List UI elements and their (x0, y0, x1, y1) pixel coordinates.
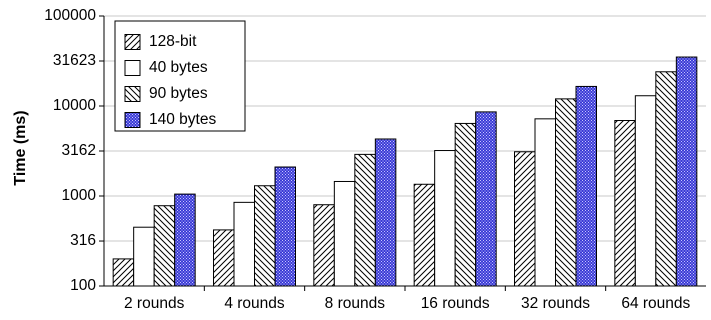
y-axis-ticks: 100 316 1000 3162 10000 31623 100000 (44, 7, 104, 294)
x-tick-label: 2 rounds (124, 295, 185, 312)
bar (354, 153, 376, 287)
x-tick-label: 8 rounds (325, 295, 386, 312)
legend-swatch (124, 60, 141, 76)
legend-label: 128-bit (149, 33, 197, 50)
legend-label: 90 bytes (149, 85, 208, 102)
bar (675, 56, 698, 287)
bar (233, 201, 255, 287)
y-tick-label: 31623 (53, 52, 96, 69)
bar (514, 151, 536, 287)
y-tick-label: 100000 (44, 7, 96, 24)
legend-swatch (124, 86, 141, 102)
x-tick-label: 4 rounds (224, 295, 285, 312)
bar (274, 166, 296, 287)
bar (454, 122, 477, 287)
bar (575, 85, 597, 287)
bar (153, 205, 176, 287)
x-axis-ticks: 2 rounds 4 rounds 8 rounds 16 rounds 32 roun… (124, 286, 691, 312)
bar (614, 120, 636, 287)
bar (634, 95, 657, 287)
x-tick-label: 16 rounds (421, 295, 490, 312)
bar (475, 111, 497, 287)
bar (333, 180, 356, 287)
bar (555, 98, 577, 287)
bar (374, 138, 397, 287)
bar (133, 226, 155, 287)
legend-label: 40 bytes (149, 59, 208, 76)
bar (254, 185, 276, 287)
y-tick-label: 100 (70, 277, 96, 294)
legend: 128-bit 40 bytes 90 bytes 140 bytes (114, 20, 246, 132)
x-tick-label: 64 rounds (621, 295, 690, 312)
bar (213, 229, 235, 287)
legend-swatch (124, 112, 141, 128)
bar (534, 118, 556, 287)
bar (112, 258, 135, 287)
bar (174, 193, 196, 287)
bar (434, 150, 456, 287)
bar (313, 204, 335, 287)
y-tick-label: 3162 (62, 142, 96, 159)
legend-swatch (124, 34, 141, 50)
axes (103, 16, 706, 287)
bar (413, 183, 436, 287)
x-tick-label: 32 rounds (521, 295, 590, 312)
y-tick-label: 10000 (53, 97, 96, 114)
legend-label: 140 bytes (149, 111, 216, 128)
y-axis-label: Time (ms) (12, 110, 29, 185)
y-tick-label: 316 (70, 232, 96, 249)
y-tick-label: 1000 (62, 187, 97, 204)
bar (655, 71, 677, 287)
